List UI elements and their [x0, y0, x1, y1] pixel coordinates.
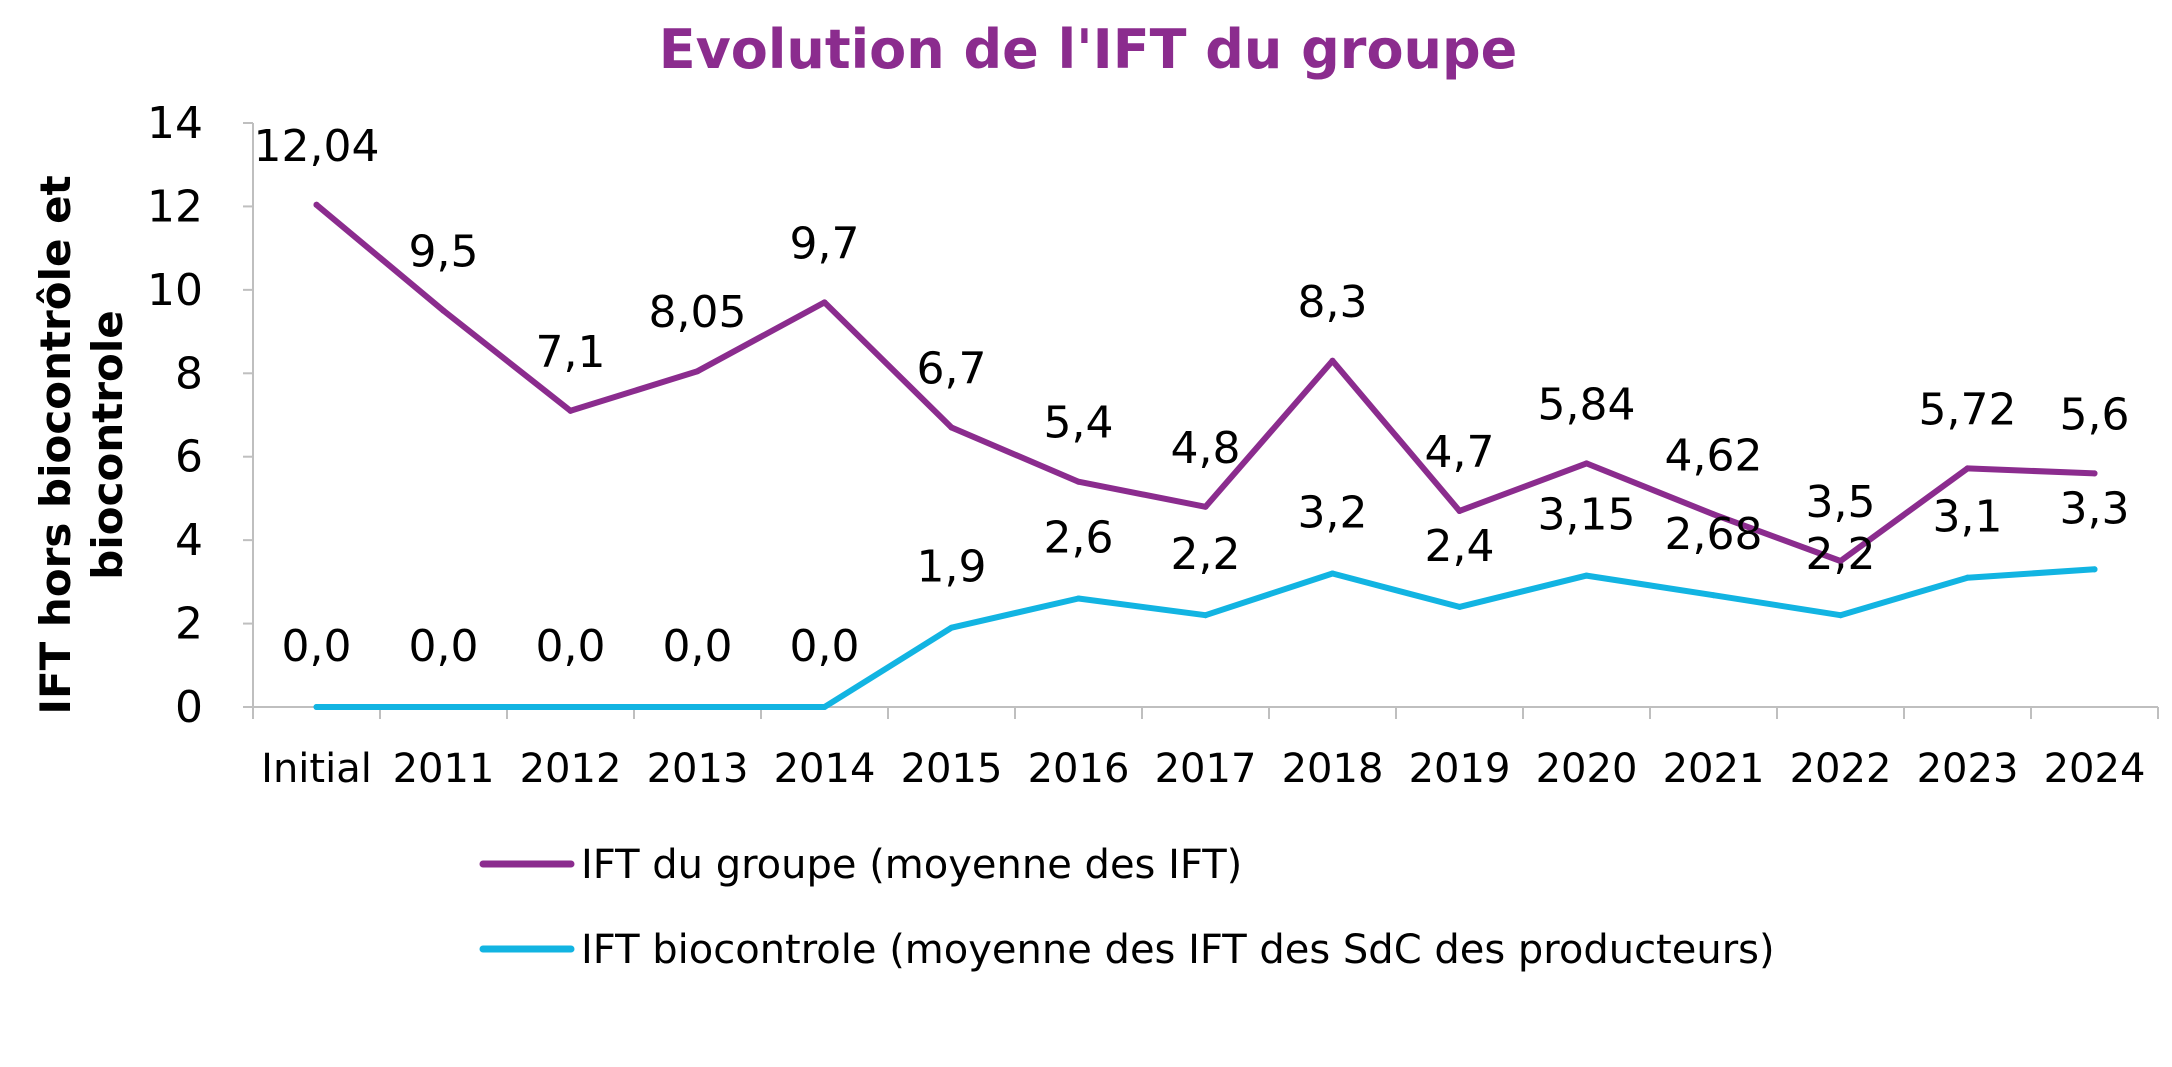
- x-tick-label: 2018: [1282, 746, 1384, 792]
- y-axis-label-line2: biocontrole: [83, 310, 132, 580]
- data-label: 2,68: [1665, 509, 1763, 560]
- data-point: [694, 704, 701, 710]
- data-label: 7,1: [536, 327, 606, 378]
- data-label: 0,0: [790, 621, 860, 672]
- data-point: [1075, 478, 1082, 485]
- data-point: [1710, 511, 1717, 518]
- x-tick-label: 2012: [520, 746, 622, 792]
- data-label: 6,7: [917, 344, 987, 395]
- y-tick-label: 14: [147, 98, 203, 149]
- data-point: [948, 624, 955, 631]
- data-label: 0,0: [663, 621, 733, 672]
- data-point: [567, 407, 574, 414]
- data-label: 2,4: [1425, 521, 1495, 572]
- data-label: 0,0: [536, 621, 606, 672]
- data-point: [1583, 460, 1590, 467]
- x-tick-label: 2014: [774, 746, 876, 792]
- y-tick-label: 12: [147, 181, 203, 232]
- data-point: [440, 704, 447, 710]
- y-axis-label-line1: IFT hors biocontrôle et: [31, 175, 80, 714]
- data-label: 0,0: [409, 621, 479, 672]
- data-point: [1964, 574, 1971, 581]
- x-tick-label: 2017: [1155, 746, 1257, 792]
- data-label: 8,3: [1298, 277, 1368, 328]
- data-point: [948, 424, 955, 431]
- data-point: [1456, 507, 1463, 514]
- data-label: 8,05: [649, 287, 747, 338]
- x-tick-label: 2022: [1790, 746, 1892, 792]
- x-tick-label: 2011: [393, 746, 495, 792]
- data-label: 1,9: [917, 542, 987, 593]
- data-point: [1837, 612, 1844, 619]
- data-point: [1964, 465, 1971, 472]
- axes: 0 2 4 6 8 10 12 14 Initial 2011 2012 2013 2014 2015 20…: [147, 98, 2159, 792]
- data-label: 3,5: [1806, 477, 1876, 528]
- data-label: 12,04: [254, 121, 380, 172]
- data-label: 3,2: [1298, 488, 1368, 539]
- data-label: 4,62: [1665, 430, 1763, 481]
- data-point: [1456, 603, 1463, 610]
- data-label: 4,8: [1171, 423, 1241, 474]
- data-point: [2091, 470, 2098, 477]
- data-point: [821, 299, 828, 306]
- y-tick-label: 8: [175, 348, 203, 399]
- data-point: [1710, 592, 1717, 599]
- x-tick-label: 2019: [1409, 746, 1511, 792]
- data-label: 5,6: [2060, 389, 2130, 440]
- y-tick-label: 0: [175, 682, 203, 733]
- x-tick-label: 2021: [1663, 746, 1765, 792]
- data-point: [567, 704, 574, 710]
- data-label: 5,72: [1919, 384, 2017, 435]
- y-tick-label: 10: [147, 265, 203, 316]
- data-point: [1075, 595, 1082, 602]
- data-point: [1837, 558, 1844, 564]
- data-point: [1583, 572, 1590, 579]
- data-label: 2,6: [1044, 513, 1114, 564]
- data-label: 4,7: [1425, 427, 1495, 478]
- y-tick-label: 4: [175, 515, 203, 566]
- y-tick-label: 6: [175, 432, 203, 483]
- x-tick-label: 2015: [901, 746, 1003, 792]
- data-label: 2,2: [1171, 529, 1241, 580]
- data-point: [313, 704, 320, 710]
- data-label: 9,5: [409, 227, 479, 278]
- data-label: 3,15: [1538, 490, 1636, 541]
- data-point: [1202, 503, 1209, 510]
- data-label: 9,7: [790, 218, 860, 269]
- data-point: [1329, 357, 1336, 364]
- y-axis-label: IFT hors biocontrôle et biocontrole: [31, 175, 132, 714]
- x-tick-label: 2013: [647, 746, 749, 792]
- data-label: 3,3: [2060, 483, 2130, 534]
- data-label: 0,0: [282, 621, 352, 672]
- x-tick-label: 2023: [1917, 746, 2019, 792]
- legend-entry: IFT du groupe (moyenne des IFT): [581, 842, 1242, 888]
- data-point: [2091, 566, 2098, 573]
- data-point: [694, 368, 701, 375]
- x-tick-label: 2024: [2044, 746, 2146, 792]
- data-label: 3,1: [1933, 492, 2003, 543]
- data-point: [313, 201, 320, 208]
- data-point: [821, 704, 828, 710]
- legend-entry: IFT biocontrole (moyenne des IFT des SdC…: [581, 927, 1775, 973]
- legend: IFT du groupe (moyenne des IFT) IFT bioco…: [479, 842, 1775, 973]
- x-tick-label: 2020: [1536, 746, 1638, 792]
- data-point: [1202, 612, 1209, 619]
- data-label: 5,4: [1044, 398, 1114, 449]
- y-tick-label: 2: [175, 599, 203, 650]
- x-tick-label: Initial: [261, 746, 372, 792]
- series-lines: [313, 201, 2098, 710]
- x-tick-label: 2016: [1028, 746, 1130, 792]
- data-point: [1329, 570, 1336, 577]
- chart-title: Evolution de l'IFT du groupe: [659, 18, 1518, 81]
- data-label: 2,2: [1806, 529, 1876, 580]
- data-point: [440, 307, 447, 314]
- data-labels: 12,04 9,5 7,1 8,05 9,7 6,7 5,4 4,8 8,3 4,7 5,84 4,6…: [254, 121, 2130, 672]
- data-label: 5,84: [1538, 379, 1636, 430]
